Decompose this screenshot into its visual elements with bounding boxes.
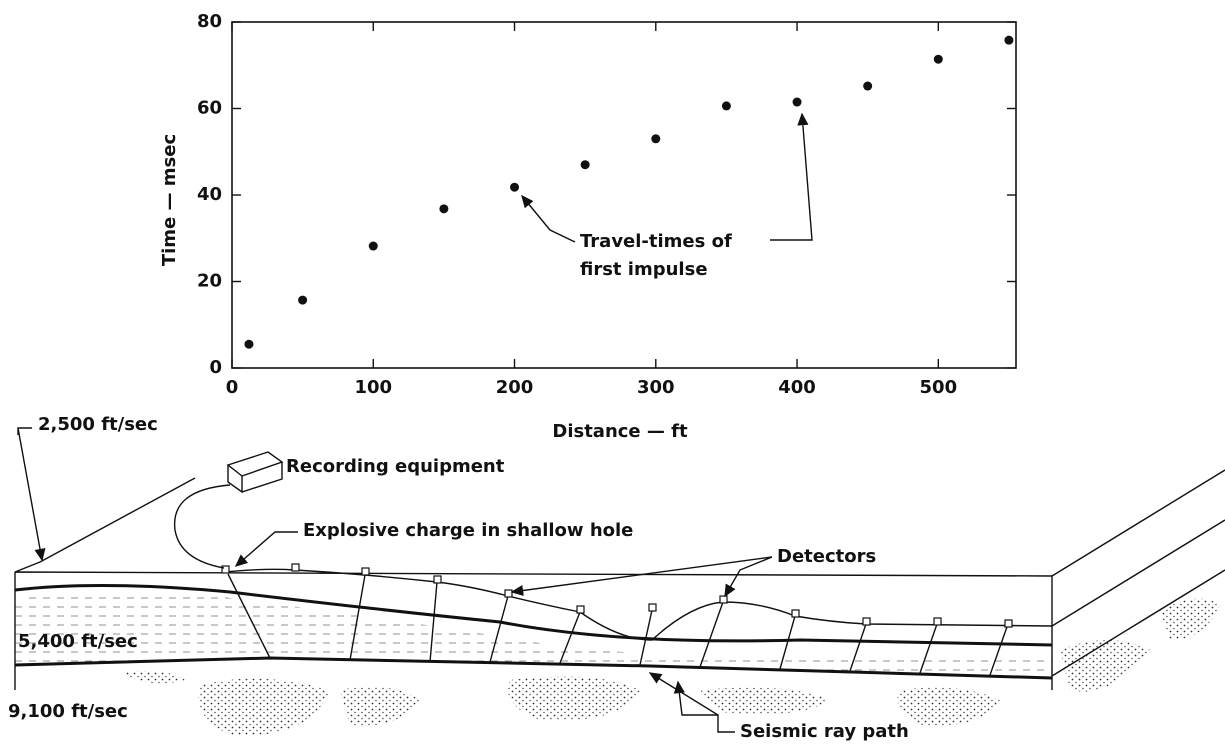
annotation-arrow xyxy=(521,194,576,243)
x-tick-label: 500 xyxy=(920,377,958,398)
layer-label: 9,100 ft/sec xyxy=(8,701,128,722)
x-tick-label: 400 xyxy=(778,377,816,398)
data-point xyxy=(863,81,873,91)
annotation: Travel-times of xyxy=(580,231,732,252)
data-point xyxy=(439,204,449,214)
data-point xyxy=(510,182,520,192)
data-point xyxy=(244,339,254,349)
data-point xyxy=(721,101,731,111)
data-point xyxy=(651,134,661,144)
data-point xyxy=(1004,35,1014,45)
x-tick-label: 0 xyxy=(226,377,239,398)
ray-path-label: Seismic ray path xyxy=(740,721,909,742)
data-point xyxy=(298,295,308,305)
annotation: first impulse xyxy=(580,259,708,280)
annotation-arrow xyxy=(770,112,813,241)
recorder-label: Recording equipment xyxy=(286,456,505,477)
x-tick-label: 200 xyxy=(496,377,534,398)
data-point xyxy=(792,97,802,107)
plot-frame xyxy=(231,21,1017,369)
y-tick-label: 80 xyxy=(197,11,222,32)
data-point xyxy=(933,54,943,64)
cross-section xyxy=(14,427,1225,736)
scatter-chart: 0 100 200 300 400 500 0 20 40 60 80 xyxy=(197,11,1017,398)
y-tick-label: 20 xyxy=(197,271,222,292)
data-point xyxy=(368,241,378,251)
y-tick-label: 0 xyxy=(209,357,222,378)
charge-label: Explosive charge in shallow hole xyxy=(303,520,633,541)
data-point xyxy=(580,160,590,170)
y-tick-label: 60 xyxy=(197,98,222,119)
x-tick-label: 100 xyxy=(354,377,392,398)
x-tick-label: 300 xyxy=(637,377,675,398)
y-axis-label: Time — msec xyxy=(159,134,180,266)
y-tick-label: 40 xyxy=(197,184,222,205)
layer-label: 2,500 ft/sec xyxy=(38,414,158,435)
layer-label: 5,400 ft/sec xyxy=(18,631,138,652)
detectors-label: Detectors xyxy=(777,546,876,567)
x-axis-label: Distance — ft xyxy=(552,421,688,442)
